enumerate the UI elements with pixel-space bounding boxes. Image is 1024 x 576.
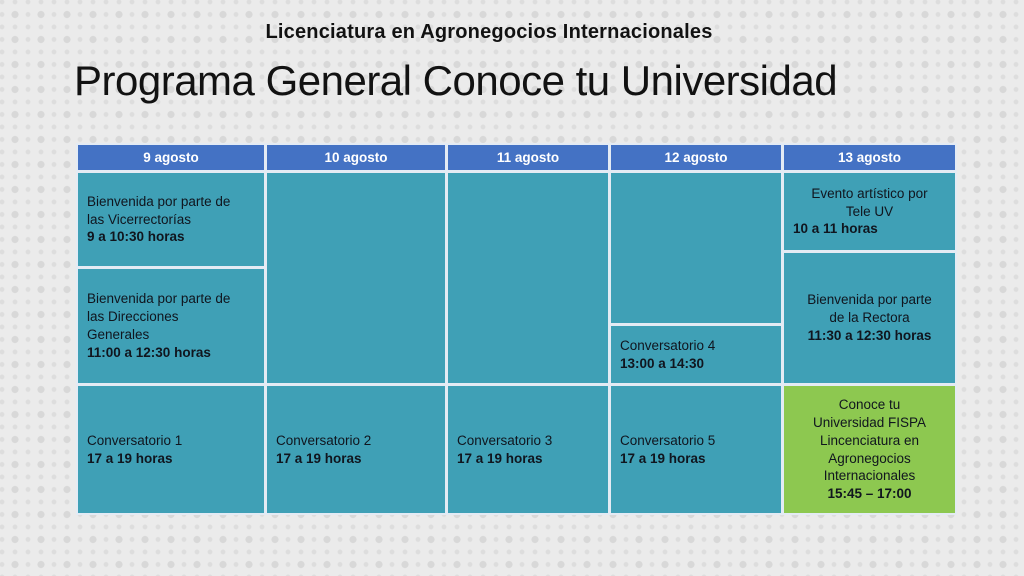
cell-conversatorio-2: Conversatorio 2 17 a 19 horas	[267, 386, 445, 513]
course-subtitle: Licenciatura en Agronegocios Internacion…	[265, 21, 713, 43]
event-time: 17 a 19 horas	[620, 450, 706, 466]
event-title: Conversatorio 3	[457, 432, 553, 448]
column-13-agosto: 13 agosto Evento artístico por Tele UV 1…	[784, 145, 955, 513]
event-title: Bienvenida por parte de la Rectora	[807, 292, 932, 326]
column-12-agosto: 12 agosto Conversatorio 4 13:00 a 14:30 …	[611, 145, 781, 513]
cell-conversatorio-3: Conversatorio 3 17 a 19 horas	[448, 386, 608, 513]
column-header-9-agosto: 9 agosto	[78, 145, 264, 170]
cell-empty-10-agosto	[267, 173, 445, 383]
event-time: 17 a 19 horas	[87, 450, 173, 466]
schedule-table: 9 agosto Bienvenida por parte de las Vic…	[76, 143, 957, 515]
column-header-12-agosto: 12 agosto	[611, 145, 781, 170]
event-time: 15:45 – 17:00	[827, 486, 912, 502]
event-time: 11:00 a 12:30 horas	[87, 344, 211, 360]
event-title: Conoce tu Universidad FISPA Lincenciatur…	[812, 396, 927, 484]
column-header-10-agosto: 10 agosto	[267, 145, 445, 170]
event-title: Bienvenida por parte de las Vicerrectorí…	[87, 193, 231, 227]
column-11-agosto: 11 agosto Conversatorio 3 17 a 19 horas	[448, 145, 608, 513]
event-time: 11:30 a 12:30 horas	[807, 327, 932, 343]
cell-empty-12-agosto	[611, 173, 781, 323]
cell-bienvenida-vicerrectorias: Bienvenida por parte de las Vicerrectorí…	[78, 173, 264, 266]
event-title: Conversatorio 4	[620, 337, 716, 353]
event-title: Bienvenida por parte de las Direcciones …	[87, 291, 231, 342]
cell-bienvenida-rectora: Bienvenida por parte de la Rectora 11:30…	[784, 253, 955, 383]
event-time: 17 a 19 horas	[457, 450, 543, 466]
event-time: 9 a 10:30 horas	[87, 229, 185, 245]
column-9-agosto: 9 agosto Bienvenida por parte de las Vic…	[78, 145, 264, 513]
cell-bienvenida-direcciones-generales: Bienvenida por parte de las Direcciones …	[78, 269, 264, 383]
cell-conversatorio-5: Conversatorio 5 17 a 19 horas	[611, 386, 781, 513]
cell-conversatorio-4: Conversatorio 4 13:00 a 14:30	[611, 326, 781, 383]
event-time: 17 a 19 horas	[276, 450, 362, 466]
event-time: 13:00 a 14:30	[620, 355, 705, 371]
slide-title: Programa General Conoce tu Universidad	[74, 57, 838, 104]
cell-evento-artistico-tele-uv: Evento artístico por Tele UV 10 a 11 hor…	[784, 173, 955, 250]
column-10-agosto: 10 agosto Conversatorio 2 17 a 19 horas	[267, 145, 445, 513]
column-header-11-agosto: 11 agosto	[448, 145, 608, 170]
cell-conversatorio-1: Conversatorio 1 17 a 19 horas	[78, 386, 264, 513]
event-time: 10 a 11 horas	[793, 221, 878, 237]
event-title: Conversatorio 1	[87, 432, 183, 448]
cell-conoce-tu-universidad-fispa: Conoce tu Universidad FISPA Lincenciatur…	[784, 386, 955, 513]
event-title: Conversatorio 5	[620, 432, 716, 448]
event-title: Conversatorio 2	[276, 432, 372, 448]
column-header-13-agosto: 13 agosto	[784, 145, 955, 170]
event-title: Evento artístico por Tele UV	[811, 185, 928, 219]
cell-empty-11-agosto	[448, 173, 608, 383]
